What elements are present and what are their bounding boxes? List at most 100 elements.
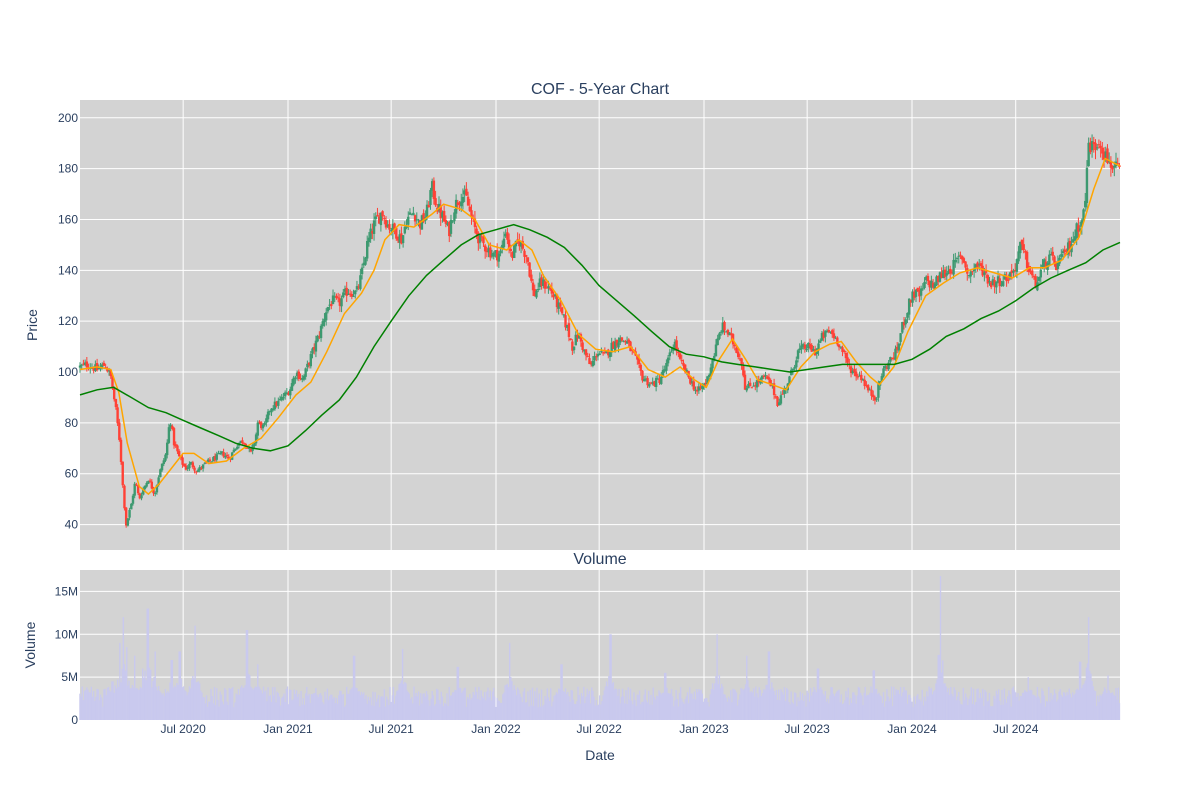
- candle-body: [866, 385, 870, 391]
- candle-body: [978, 264, 981, 266]
- volume-bar: [324, 691, 326, 720]
- volume-bar: [178, 651, 180, 720]
- volume-bar: [577, 686, 579, 720]
- candle-body: [299, 378, 302, 380]
- volume-bar: [520, 696, 522, 720]
- candle-body: [295, 372, 299, 377]
- candle-body: [548, 288, 552, 290]
- volume-bar: [145, 680, 147, 720]
- candle-body: [943, 269, 947, 277]
- volume-bar: [195, 682, 197, 720]
- candle-body: [109, 369, 112, 377]
- candle-body: [694, 389, 697, 391]
- volume-bar: [287, 704, 290, 720]
- candle-body: [699, 386, 702, 389]
- candle-body: [689, 377, 692, 384]
- volume-bar: [475, 691, 478, 720]
- volume-bar: [1045, 701, 1048, 720]
- volume-bar: [970, 687, 972, 720]
- volume-bar: [395, 695, 397, 720]
- volume-bar: [115, 688, 118, 720]
- candle-body: [439, 205, 442, 219]
- candle-body: [386, 224, 389, 227]
- volume-bar: [285, 688, 287, 720]
- volume-bar: [801, 693, 804, 720]
- candle-body: [776, 396, 779, 407]
- volume-bar: [301, 704, 303, 720]
- price-plot-area: [80, 100, 1120, 550]
- volume-bar: [707, 702, 709, 720]
- volume-bar: [844, 700, 846, 720]
- candle-body: [514, 240, 518, 247]
- volume-bar: [360, 691, 363, 720]
- candle-body: [330, 303, 333, 307]
- candle-body: [1025, 251, 1029, 269]
- candle-body: [160, 463, 164, 471]
- candle-body: [345, 287, 348, 296]
- candle-body: [357, 286, 360, 288]
- volume-bar: [339, 690, 341, 720]
- volume-bar: [83, 690, 86, 720]
- candle-body: [369, 228, 372, 240]
- candle-body: [959, 254, 962, 256]
- candle-body: [979, 263, 983, 266]
- volume-bar: [866, 694, 869, 720]
- date-x-axis-title: Date: [585, 747, 615, 763]
- candle-body: [167, 427, 171, 443]
- volume-y-axis-title: Volume: [22, 621, 38, 668]
- volume-bar: [742, 690, 745, 720]
- candle-body: [133, 483, 136, 496]
- volume-bar: [318, 694, 321, 720]
- candle-body: [282, 397, 285, 399]
- volume-bar: [237, 689, 240, 720]
- volume-bar: [485, 700, 487, 720]
- candle-body: [324, 312, 328, 321]
- volume-bar: [347, 693, 349, 720]
- candle-body: [107, 370, 111, 372]
- volume-bar: [265, 690, 267, 720]
- candle-body: [769, 379, 772, 387]
- candle-body: [383, 218, 386, 220]
- volume-bar: [146, 608, 148, 720]
- candle-body: [478, 234, 482, 243]
- volume-bar: [434, 703, 437, 720]
- volume-bar: [161, 694, 163, 720]
- candle-body: [154, 492, 157, 494]
- candle-body: [670, 351, 673, 353]
- candle-body: [388, 224, 391, 230]
- volume-bar: [804, 695, 806, 720]
- volume-bar: [267, 687, 269, 720]
- volume-bar: [797, 697, 799, 720]
- volume-bar: [162, 693, 164, 720]
- candle-body: [347, 293, 350, 295]
- volume-bar: [173, 685, 176, 720]
- volume-bar: [601, 701, 603, 720]
- volume-bar: [968, 698, 970, 720]
- volume-bar: [940, 672, 943, 720]
- candle-body: [906, 312, 909, 318]
- candle-body: [788, 376, 791, 385]
- candle-body: [974, 264, 978, 269]
- volume-bar: [211, 696, 213, 720]
- price-y-tick-label: 200: [58, 111, 78, 125]
- volume-bar: [979, 692, 982, 720]
- volume-bar: [172, 687, 175, 720]
- candle-body: [198, 467, 201, 471]
- volume-bar: [342, 693, 344, 720]
- candle-body: [991, 279, 995, 286]
- volume-bar: [138, 689, 140, 720]
- volume-bar: [557, 688, 560, 720]
- candle-body: [704, 382, 707, 384]
- volume-bar: [983, 705, 985, 720]
- volume-bar: [255, 687, 258, 720]
- volume-bar: [281, 697, 283, 720]
- volume-bar: [504, 685, 506, 720]
- candle-body: [854, 371, 858, 377]
- volume-bar: [102, 706, 104, 720]
- volume-bar: [732, 688, 734, 720]
- volume-bar: [270, 701, 273, 720]
- x-tick-label: Jul 2024: [993, 722, 1039, 736]
- volume-bar: [958, 691, 960, 720]
- candle-body: [111, 376, 114, 389]
- candle-body: [306, 363, 309, 368]
